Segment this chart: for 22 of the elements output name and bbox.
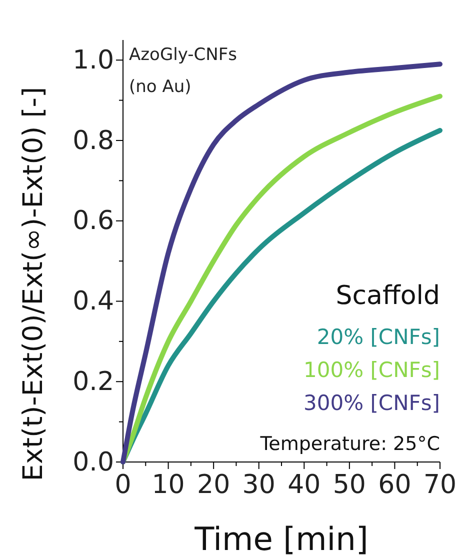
x-tick-label: 20 — [197, 470, 230, 500]
legend-title: Scaffold — [336, 281, 440, 311]
text: 20% [CNFs] — [316, 325, 440, 349]
x-tick-label: 60 — [378, 470, 412, 500]
y-tick-label: 0.6 — [72, 206, 114, 236]
y-tick-label: 0.2 — [72, 366, 114, 397]
annotation: AzoGly-CNFs (no Au) — [129, 45, 238, 97]
y-axis-title: Ext(t)-Ext(0)/Ext(∞)-Ext(0) [-] — [18, 86, 49, 482]
annotation: Temperature: 25°C — [259, 433, 440, 455]
y-tick-label: 0.4 — [72, 286, 114, 317]
x-tick-label: 0 — [114, 470, 132, 500]
x-tick-label: 50 — [332, 470, 366, 500]
text: 100% [CNFs] — [304, 358, 440, 382]
y-tick-label: 0.0 — [72, 447, 114, 478]
y-tick-label: 1.0 — [72, 45, 114, 76]
y-tick-label: 0.8 — [72, 126, 114, 156]
x-tick-label: 30 — [242, 470, 276, 500]
x-tick-label: 40 — [288, 470, 321, 500]
text: 300% [CNFs] — [304, 391, 440, 415]
x-axis-title: Time [min] — [194, 520, 368, 558]
x-tick-label: 10 — [152, 470, 185, 500]
x-tick-label: 70 — [423, 470, 457, 500]
